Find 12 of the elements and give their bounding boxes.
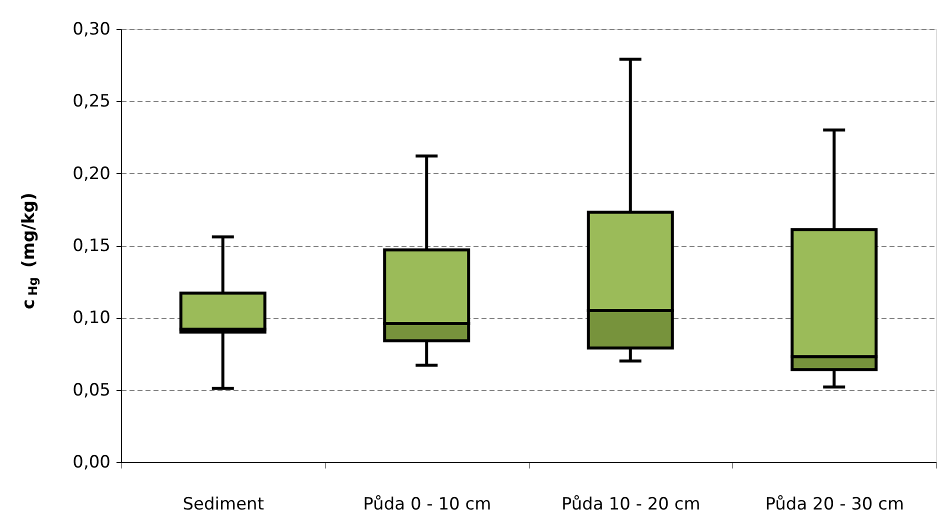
y-tick-label: 0,30 bbox=[72, 20, 110, 40]
y-tick-label: 0,05 bbox=[72, 380, 110, 400]
y-tick-label: 0,00 bbox=[72, 452, 110, 472]
y-tick-label: 0,25 bbox=[72, 92, 110, 112]
y-tick-label: 0,10 bbox=[72, 308, 110, 328]
x-tick-label: Sediment bbox=[182, 494, 264, 512]
y-axis-title: cHg (mg/kg) bbox=[19, 192, 40, 310]
x-tick-label: Půda 10 - 20 cm bbox=[561, 494, 700, 512]
x-tick-label: Půda 0 - 10 cm bbox=[363, 494, 492, 512]
y-tick-label: 0,15 bbox=[72, 236, 110, 256]
x-tick-label: Půda 20 - 30 cm bbox=[765, 494, 904, 512]
y-tick-label: 0,20 bbox=[72, 164, 110, 184]
